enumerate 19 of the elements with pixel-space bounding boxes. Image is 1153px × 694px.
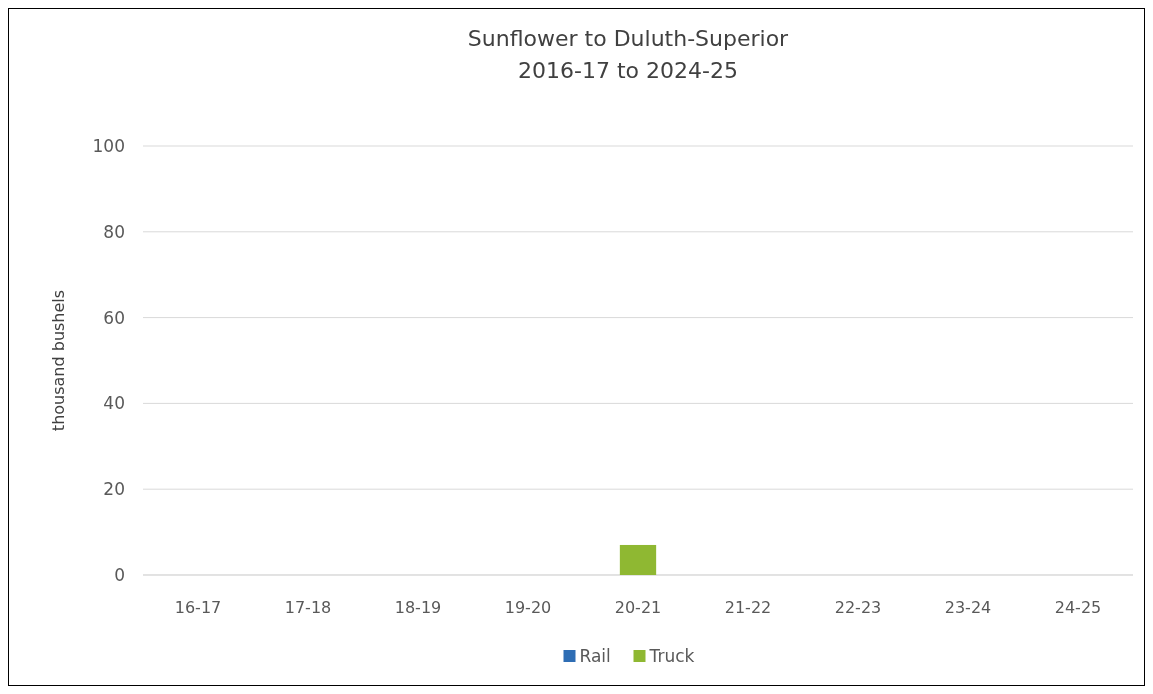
chart-title: Sunflower to Duluth-Superior 2016-17 to 2024-25 <box>467 26 790 83</box>
x-tick-label: 19-20 <box>504 598 552 617</box>
x-tick-label: 23-24 <box>944 598 992 617</box>
x-tick-label: 16-17 <box>174 598 222 617</box>
y-tick-label: 40 <box>103 393 125 414</box>
y-axis-title: thousand bushels <box>49 289 68 432</box>
x-tick-label: 18-19 <box>394 598 442 617</box>
x-tick-label: 24-25 <box>1054 598 1102 617</box>
x-tick-label: 21-22 <box>724 598 772 617</box>
x-tick-label: 22-23 <box>834 598 882 617</box>
y-tick-label: 20 <box>103 479 125 500</box>
y-tick-label: 60 <box>103 307 125 328</box>
y-tick-label: 80 <box>103 221 125 242</box>
legend-label: Rail <box>579 646 611 666</box>
x-tick-label: 20-21 <box>614 598 662 617</box>
x-tick-label: 17-18 <box>284 598 332 617</box>
y-tick-label: 0 <box>114 565 125 585</box>
legend-label: Truck <box>648 646 695 666</box>
y-tick-label: 100 <box>92 136 125 156</box>
